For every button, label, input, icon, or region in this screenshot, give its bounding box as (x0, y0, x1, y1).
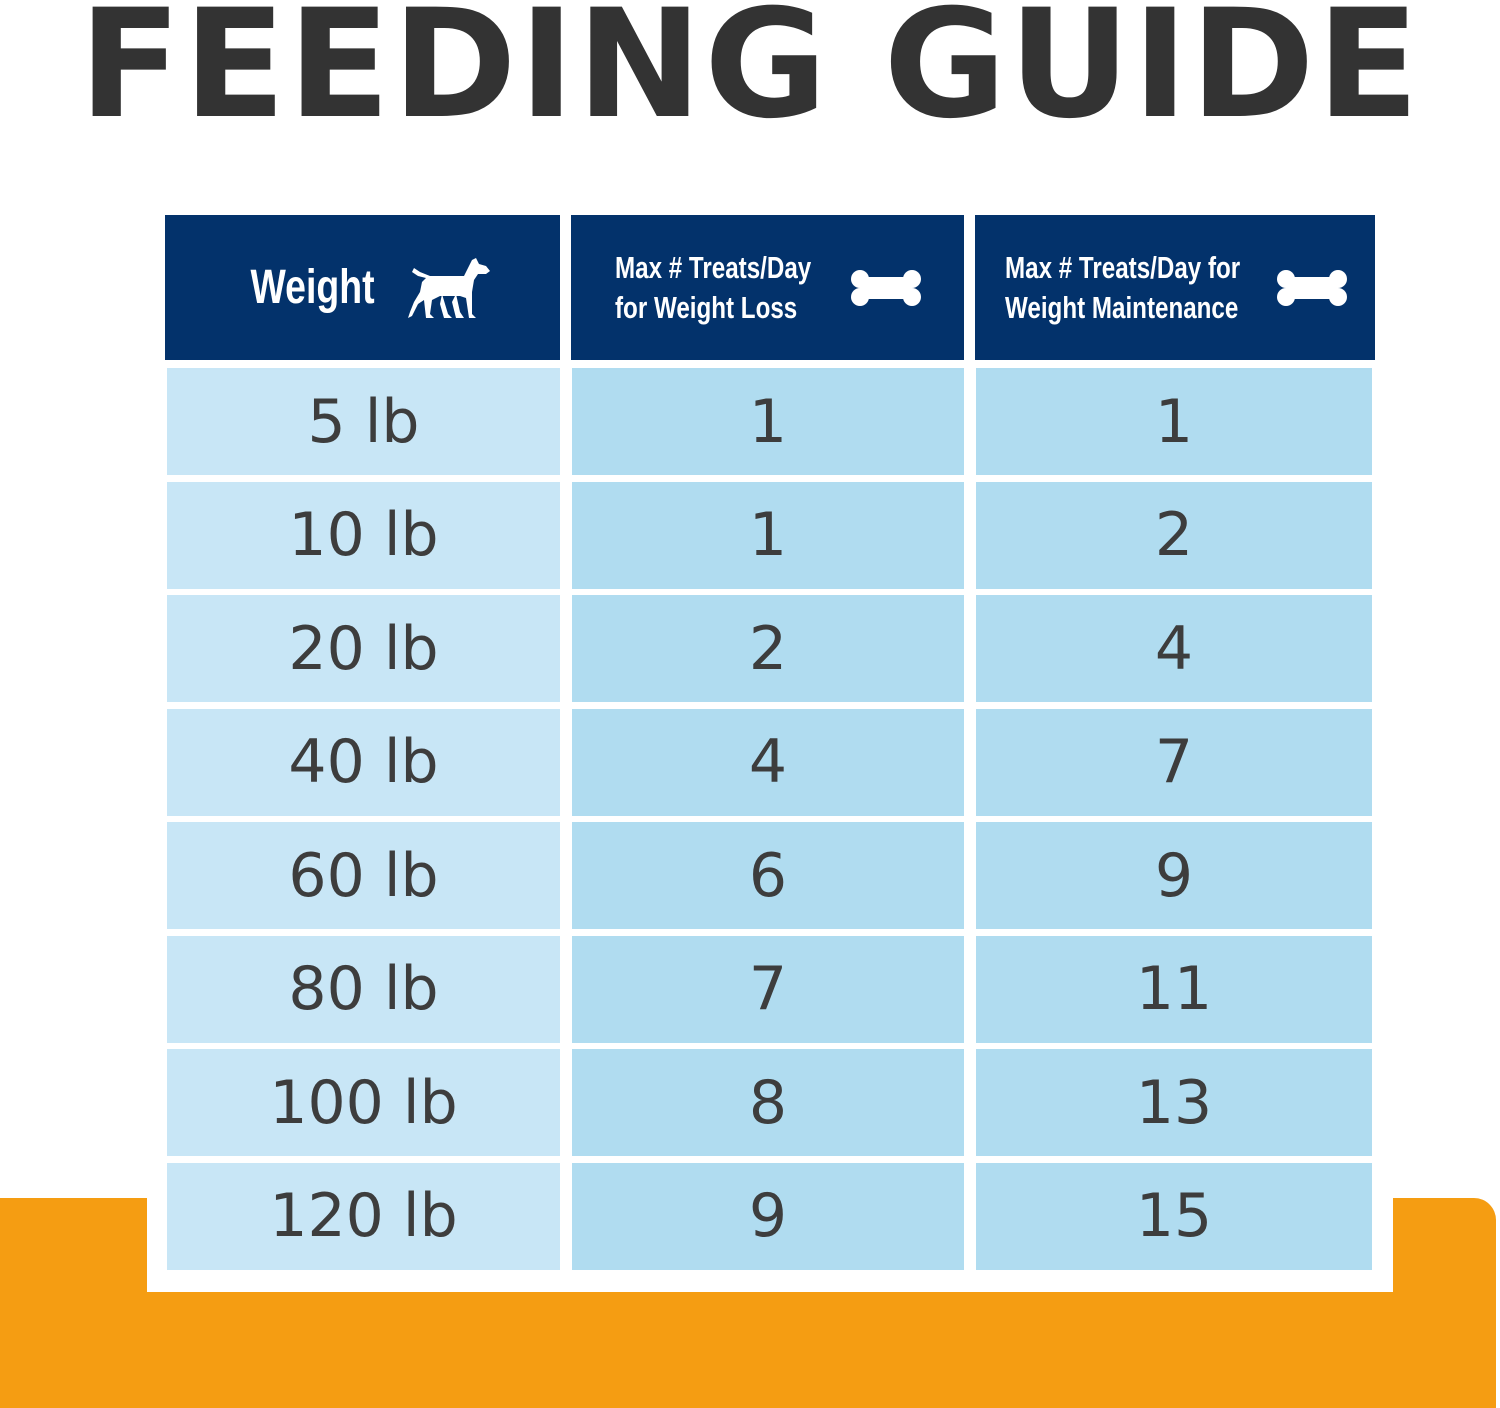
weight-maintenance-cell-value: 4 (1154, 613, 1194, 684)
weight-cell: 60 lb (167, 822, 560, 929)
weight-loss-cell-value: 1 (748, 500, 788, 570)
weight-loss-cell: 4 (572, 708, 964, 816)
weight-loss-cell: 2 (572, 595, 964, 702)
weight-cell: 10 lb (167, 481, 560, 589)
header-weight-label: Weight (250, 261, 375, 314)
weight-maintenance-cell-value: 13 (1135, 1067, 1213, 1138)
weight-maintenance-cell: 1 (976, 368, 1372, 475)
weight-maintenance-cell: 13 (976, 1049, 1372, 1156)
header-loss-line2: for Weight Loss (615, 289, 798, 325)
header-weight-loss: Max # Treats/Day for Weight Loss (571, 215, 964, 360)
weight-maintenance-cell: 2 (976, 481, 1372, 589)
weight-cell: 100 lb (167, 1049, 560, 1156)
header-maint-line2: Weight Maintenance (1005, 289, 1239, 325)
weight-maintenance-cell: 11 (976, 935, 1372, 1043)
weight-cell-value: 40 lb (288, 727, 439, 797)
header-weight: Weight (165, 215, 560, 360)
weight-cell: 80 lb (167, 935, 560, 1043)
weight-cell-value: 20 lb (288, 613, 439, 684)
weight-cell-value: 80 lb (288, 954, 439, 1024)
header-maint-line1: Max # Treats/Day for (1005, 249, 1241, 285)
weight-maintenance-cell-value: 2 (1154, 500, 1194, 570)
header-weight-maintenance: Max # Treats/Day for Weight Maintenance (975, 215, 1375, 360)
weight-loss-cell-value: 8 (748, 1067, 788, 1138)
weight-loss-cell: 1 (572, 368, 964, 475)
weight-loss-cell: 1 (572, 481, 964, 589)
weight-cell: 20 lb (167, 595, 560, 702)
weight-loss-cell-value: 2 (748, 613, 788, 684)
weight-loss-cell: 9 (572, 1162, 964, 1270)
weight-loss-cell: 8 (572, 1049, 964, 1156)
page-title: FEEDING GUIDE (78, 0, 1422, 152)
weight-cell-value: 5 lb (307, 386, 420, 457)
weight-loss-cell-value: 1 (748, 386, 788, 457)
weight-maintenance-cell: 4 (976, 595, 1372, 702)
weight-maintenance-cell-value: 7 (1154, 727, 1194, 797)
weight-maintenance-cell-value: 11 (1135, 954, 1213, 1024)
weight-cell-value: 10 lb (288, 500, 439, 570)
weight-loss-cell-value: 4 (748, 727, 788, 797)
dog-icon (406, 254, 492, 322)
weight-loss-cell: 7 (572, 935, 964, 1043)
weight-maintenance-cell-value: 1 (1154, 386, 1194, 457)
weight-cell-value: 100 lb (269, 1067, 458, 1138)
weight-loss-cell: 6 (572, 822, 964, 929)
weight-cell: 40 lb (167, 708, 560, 816)
weight-maintenance-cell: 9 (976, 822, 1372, 929)
bone-icon (1277, 268, 1347, 308)
weight-loss-cell-value: 7 (748, 954, 788, 1024)
weight-cell-value: 60 lb (288, 840, 439, 911)
weight-cell: 5 lb (167, 368, 560, 475)
weight-cell: 120 lb (167, 1162, 560, 1270)
weight-loss-cell-value: 6 (748, 840, 788, 911)
weight-maintenance-cell-value: 15 (1135, 1181, 1213, 1251)
weight-maintenance-cell: 15 (976, 1162, 1372, 1270)
weight-cell-value: 120 lb (269, 1181, 458, 1251)
weight-maintenance-cell-value: 9 (1154, 840, 1194, 911)
bone-icon (851, 268, 921, 308)
header-loss-line1: Max # Treats/Day (615, 249, 812, 285)
weight-loss-cell-value: 9 (748, 1181, 788, 1251)
weight-maintenance-cell: 7 (976, 708, 1372, 816)
